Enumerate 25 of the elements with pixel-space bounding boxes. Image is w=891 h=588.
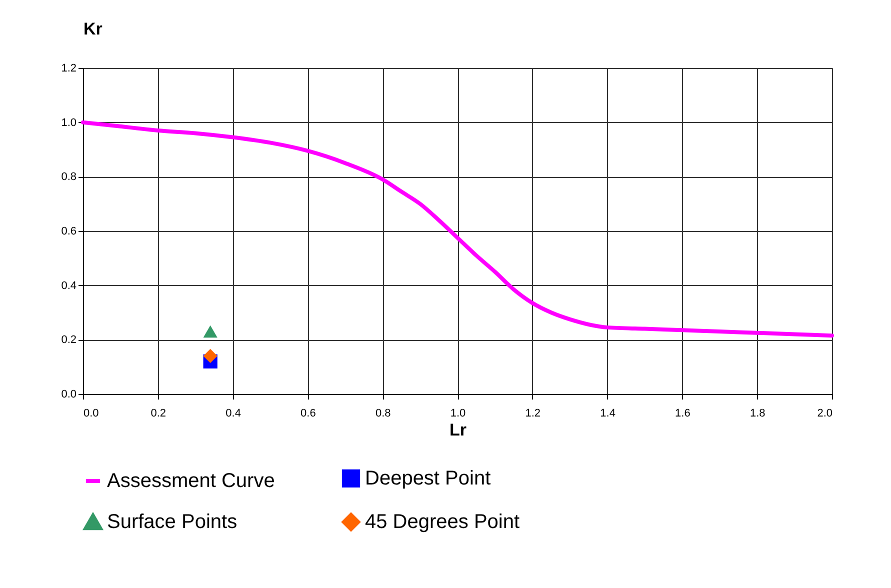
x-tick-label: 0.2 [150,408,166,420]
legend-label: Deepest Point [365,467,492,490]
x-tick-label: 1.8 [750,408,766,420]
x-tick-label: 2.0 [817,408,832,420]
x-tick-label: 1.0 [450,408,466,420]
y-tick-label: 0.6 [61,226,76,238]
y-tick-label: 0.8 [61,171,76,184]
y-tick-label: 0.2 [61,334,76,346]
x-tick-label: 0.6 [300,408,316,420]
y-tick-label: 1.2 [61,62,76,74]
legend-label: Assessment Curve [107,470,275,492]
x-tick-label: 0.8 [375,408,391,420]
x-tick-label: 1.4 [600,408,616,420]
x-tick-label: 1.2 [525,408,541,420]
legend-label: Surface Points [107,511,238,533]
x-axis-title: Lr [450,420,467,440]
y-tick-label: 0.4 [61,280,76,292]
line-series [81,120,834,338]
x-tick-label: 1.6 [675,408,690,420]
legend-label: 45 Degrees Point [365,511,520,533]
x-tick-label: 0.0 [84,408,99,420]
y-tick-label: 0.0 [61,388,76,400]
y-tick-label: 1.0 [61,116,76,129]
x-tick-label: 0.4 [226,408,241,420]
y-axis-title: Kr [84,20,103,38]
